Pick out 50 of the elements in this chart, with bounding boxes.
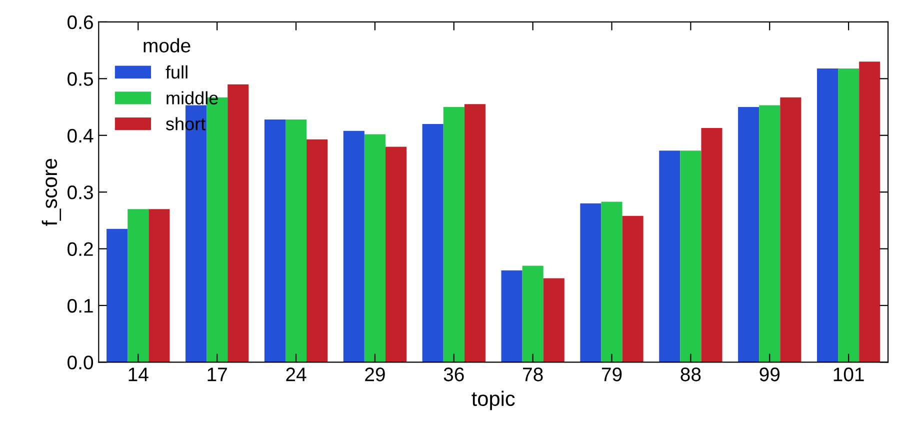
bar: [780, 97, 802, 362]
bar: [580, 203, 602, 362]
bar: [701, 128, 722, 362]
x-tick-label: 29: [365, 368, 385, 382]
bar: [838, 68, 860, 362]
x-tick-label: 79: [602, 368, 622, 382]
bar: [464, 104, 486, 362]
legend-label: middle: [166, 91, 218, 104]
bar: [601, 202, 622, 362]
legend-title: mode: [144, 38, 190, 52]
bar: [148, 209, 170, 362]
bar: [385, 146, 407, 362]
y-tick-label: 0.1: [68, 298, 93, 313]
x-tick-label: 24: [286, 368, 306, 382]
x-tick-label: 88: [680, 368, 701, 382]
legend-label: full: [166, 65, 188, 79]
y-tick-label: 0.4: [68, 128, 94, 143]
x-tick-label: 36: [444, 368, 464, 382]
y-tick-label: 0.0: [68, 356, 94, 370]
x-tick-label: 78: [523, 368, 543, 382]
y-tick-label: 0.3: [68, 186, 93, 200]
x-tick-label: 17: [208, 368, 227, 382]
bar: [264, 119, 286, 362]
bar: [680, 150, 702, 362]
bar: [285, 119, 307, 362]
y-tick-label: 0.2: [68, 242, 93, 256]
bar: [859, 62, 880, 362]
bar: [738, 107, 760, 362]
bar: [659, 150, 680, 362]
bar: [759, 105, 780, 362]
y-axis-title: f_score: [42, 158, 62, 226]
bar: [364, 134, 386, 362]
bar: [501, 270, 522, 362]
bar: [622, 216, 644, 362]
x-tick-label: 99: [760, 368, 780, 382]
bar: [128, 209, 149, 362]
bar: [816, 68, 838, 362]
y-tick-label: 0.5: [68, 72, 93, 86]
bar: [106, 228, 128, 362]
x-axis-title: topic: [472, 390, 515, 410]
bar: [543, 278, 564, 362]
y-tick-label: 0.6: [68, 15, 93, 30]
bar: [443, 107, 464, 362]
bar: [228, 84, 249, 362]
x-tick-label: 101: [834, 368, 864, 382]
bar: [306, 139, 328, 362]
bar: [522, 266, 544, 362]
bar: [343, 130, 364, 362]
x-tick-label: 14: [128, 368, 148, 382]
bar: [422, 124, 444, 362]
